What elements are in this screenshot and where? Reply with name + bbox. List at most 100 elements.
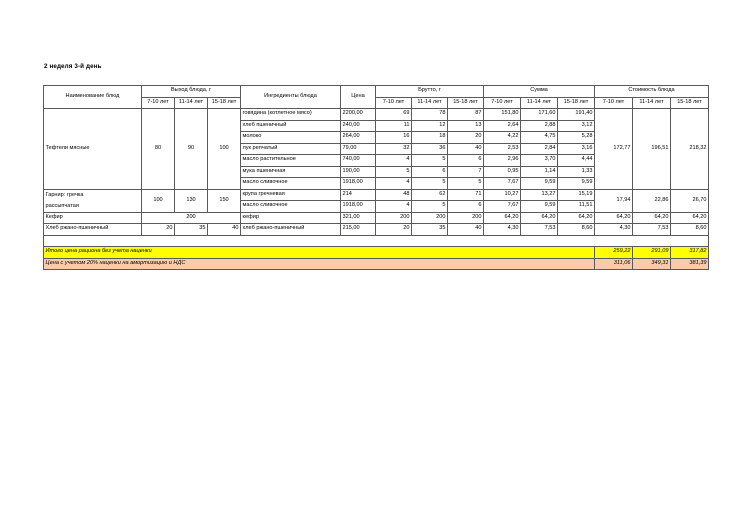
dish-name-line-1: Гарнир: гречка: [45, 192, 84, 198]
cell-sum-0: 10,27: [483, 188, 521, 201]
cell-yield-1: 130: [174, 188, 208, 213]
header-gross: Брутто, г: [375, 85, 484, 98]
footer-value-1: 349,31: [632, 257, 671, 270]
header-yield-age-0: 7-10 лет: [141, 96, 175, 109]
cell-dish-name: Гарнир: гречка рассыпчатая: [43, 188, 142, 213]
cell-gross-1: 5: [411, 200, 448, 213]
table-row: масло сливочное 1918,00 4 5 5 7,67 9,59 9,59: [44, 177, 709, 190]
cell-gross-1: 6: [411, 165, 448, 178]
cell-gross-0: 20: [375, 223, 412, 236]
cell-gross-2: 6: [447, 154, 484, 167]
table-row: Тефтели мясные 80 90 100 говядина (котлетное…: [43, 108, 709, 190]
cell-sum-0: 7,67: [483, 177, 521, 190]
cell-dish-cost-0: 172,77: [594, 108, 633, 190]
cell-price: 215,00: [340, 223, 376, 236]
cell-sum-1: 1,14: [520, 165, 558, 178]
cell-price: 1918,00: [340, 200, 376, 213]
cell-sum-2: 191,40: [557, 108, 595, 121]
cell-ingredient: лук репчатый: [240, 142, 341, 155]
cell-sum-1: 3,70: [520, 154, 558, 167]
cell-sum-2: 11,51: [557, 200, 595, 213]
cell-gross-0: 48: [375, 188, 412, 201]
cell-sum-1: 9,59: [520, 200, 558, 213]
header-dish-cost: Стоимость блюда: [594, 85, 709, 98]
cell-dish-name: Тефтели мясные: [43, 108, 142, 190]
cell-sum-0: 151,80: [483, 108, 521, 121]
footer-label: Итого цена рациона без учета наценки: [43, 246, 595, 259]
cell-price: 740,00: [340, 154, 376, 167]
cell-yield-0: 100: [141, 188, 175, 213]
cell-sum-0: 2,96: [483, 154, 521, 167]
header-sum-age-0: 7-10 лет: [483, 96, 521, 109]
cell-dish-cost-1: 22,86: [632, 188, 671, 213]
cell-ingredient: масло сливочное: [240, 177, 341, 190]
cell-gross-2: 40: [447, 223, 484, 236]
cell-sum-0: 4,30: [483, 223, 521, 236]
cell-dish-cost-2: 26,70: [670, 188, 709, 213]
cell-ingredient: молоко: [240, 131, 341, 144]
header-yield-age-2: 15-18 лет: [207, 96, 241, 109]
cell-ingredient: крупа гречневая: [240, 188, 341, 201]
cell-dish-cost-1: 196,51: [632, 108, 671, 190]
cell-gross-1: 62: [411, 188, 448, 201]
cell-price: 264,00: [340, 131, 376, 144]
cell-sum-2: 8,60: [557, 223, 595, 236]
ration-cost-table: Наименование блюд Выход блюда, г Ингреди…: [43, 85, 709, 270]
table-row: хлеб пшеничный 240,00 11 12 13 2,64 2,88 3,12: [44, 119, 709, 132]
footer-value-2: 381,39: [670, 257, 709, 270]
header-price: Цена: [340, 85, 376, 109]
cell-dish-name: Хлеб ржано-пшеничный: [43, 223, 142, 236]
cell-gross-1: 5: [411, 154, 448, 167]
cell-sum-2: 1,33: [557, 165, 595, 178]
cell-yield-1: 90: [174, 108, 208, 190]
footer-value-0: 311,06: [594, 257, 633, 270]
cell-dish-cost-1: 64,20: [632, 211, 671, 224]
cell-gross-0: 32: [375, 142, 412, 155]
cell-sum-1: 9,59: [520, 177, 558, 190]
cell-ingredient: хлеб ржано-пшеничный: [240, 223, 341, 236]
footer-value-2: 317,82: [670, 246, 709, 259]
table-row: Кефир 200 кефир 321,00 200 200 200 64,20 64,20 64…: [43, 211, 709, 224]
cell-dish-cost-2: 218,32: [670, 108, 709, 190]
cell-gross-2: 20: [447, 131, 484, 144]
header-cost-age-2: 15-18 лет: [670, 96, 709, 109]
header-sum: Сумма: [483, 85, 595, 98]
header-yield-age-1: 11-14 лет: [174, 96, 208, 109]
header-cost-age-1: 11-14 лет: [632, 96, 671, 109]
header-sum-age-1: 11-14 лет: [520, 96, 558, 109]
table-row: масло сливочное 1918,00 4 5 6 7,67 9,59 11,51: [44, 200, 709, 213]
header-row-1: Наименование блюд Выход блюда, г Ингреди…: [43, 85, 709, 109]
cell-sum-0: 7,67: [483, 200, 521, 213]
cell-yield-2: 100: [207, 108, 241, 190]
cell-gross-2: 87: [447, 108, 484, 121]
cell-price: 190,00: [340, 165, 376, 178]
header-ingredients: Ингредиенты блюда: [240, 85, 341, 109]
cell-ingredient: кефир: [240, 211, 341, 224]
header-yield: Выход блюда, г: [141, 85, 241, 98]
cell-ingredient: мука пшеничная: [240, 165, 341, 178]
cell-yield-2: 150: [207, 188, 241, 213]
cell-sum-0: 64,20: [483, 211, 521, 224]
cell-ingredient: масло растительное: [240, 154, 341, 167]
cell-gross-0: 11: [375, 119, 412, 132]
cell-sum-0: 0,95: [483, 165, 521, 178]
table-header: Наименование блюд Выход блюда, г Ингреди…: [43, 85, 709, 109]
cell-gross-1: 18: [411, 131, 448, 144]
cell-gross-0: 4: [375, 200, 412, 213]
footer-row-markup: Цена с учетом 20% наценки на амортизацию…: [43, 257, 709, 270]
cell-gross-0: 69: [375, 108, 412, 121]
cell-gross-1: 12: [411, 119, 448, 132]
cell-gross-2: 40: [447, 142, 484, 155]
cell-sum-2: 64,20: [557, 211, 595, 224]
dish-name-line-2: рассыпчатая: [45, 202, 79, 209]
cell-gross-2: 7: [447, 165, 484, 178]
table-row: Гарнир: гречка рассыпчатая 100 130 150 крупа …: [43, 188, 709, 213]
footer-spacer-cell: [43, 234, 709, 247]
footer-row-total: Итого цена рациона без учета наценки 259,…: [43, 246, 709, 259]
header-gross-age-1: 11-14 лет: [411, 96, 448, 109]
cell-ingredient: хлеб пшеничный: [240, 119, 341, 132]
cell-dish-cost-2: 64,20: [670, 211, 709, 224]
cell-dish-cost-2: 8,60: [670, 223, 709, 236]
footer-value-1: 291,09: [632, 246, 671, 259]
